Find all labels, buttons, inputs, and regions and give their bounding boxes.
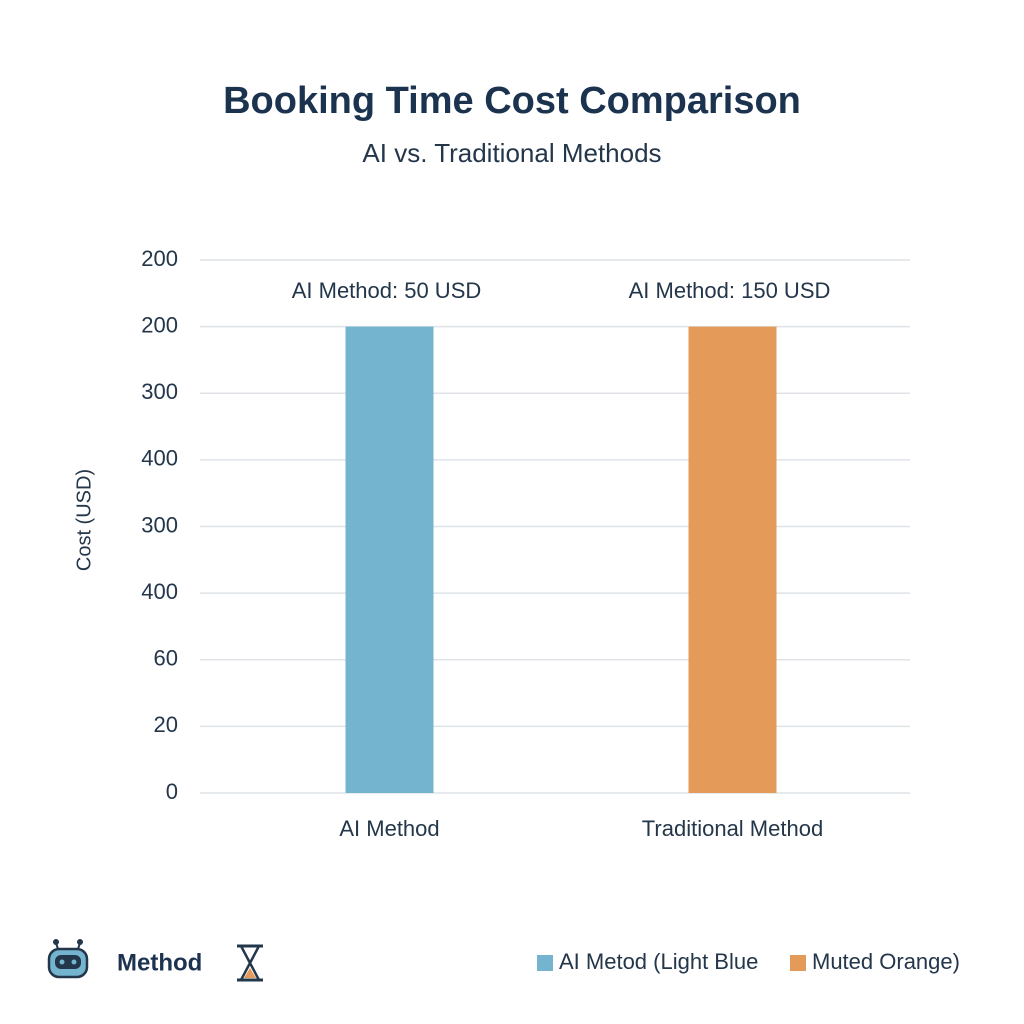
legend-label: AI Metod (Light Blue bbox=[559, 949, 758, 974]
chart-title: Booking Time Cost Comparison bbox=[223, 80, 801, 122]
y-tick-label: 400 bbox=[141, 579, 178, 604]
y-tick-label: 300 bbox=[141, 379, 178, 404]
x-tick-label: AI Method bbox=[339, 816, 439, 841]
legend-swatch bbox=[790, 955, 806, 971]
y-tick-label: 400 bbox=[141, 446, 178, 471]
y-tick-label: 200 bbox=[141, 246, 178, 271]
bar bbox=[345, 326, 434, 793]
y-axis-label: Cost (USD) bbox=[73, 469, 95, 571]
legend-label: Muted Orange) bbox=[812, 949, 960, 974]
annotation: AI Method: 150 USD bbox=[629, 278, 831, 303]
robot-icon bbox=[47, 939, 89, 979]
y-tick-label: 60 bbox=[154, 646, 178, 671]
y-tick-label: 20 bbox=[154, 712, 178, 737]
y-tick-label: 0 bbox=[166, 779, 178, 804]
annotation: AI Method: 50 USD bbox=[292, 278, 482, 303]
legend-swatch bbox=[537, 955, 553, 971]
y-tick-label: 200 bbox=[141, 312, 178, 337]
hourglass-icon bbox=[237, 944, 263, 982]
chart-subtitle: AI vs. Traditional Methods bbox=[362, 138, 661, 168]
bar bbox=[688, 326, 777, 793]
x-tick-label: Traditional Method bbox=[642, 816, 823, 841]
legend-title: Method bbox=[117, 949, 202, 976]
y-tick-label: 300 bbox=[141, 512, 178, 537]
